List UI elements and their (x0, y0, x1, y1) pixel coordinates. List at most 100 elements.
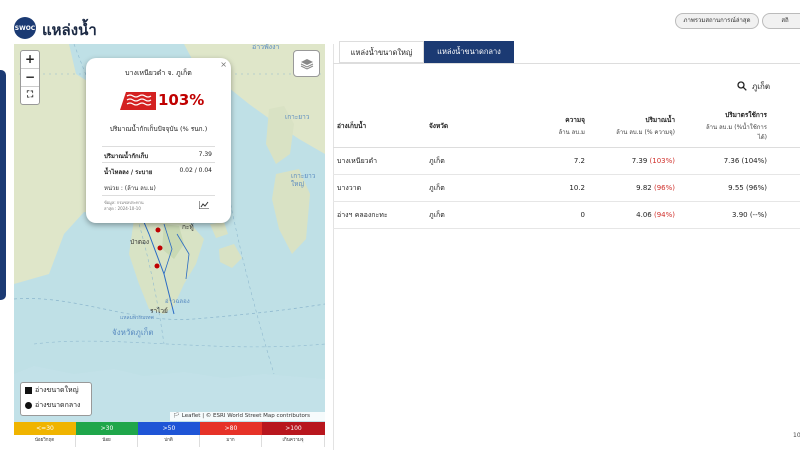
col-volume-label: ปริมาณน้ำ (645, 116, 675, 124)
scale-desc: ปกติ (138, 435, 200, 447)
tab-divider (333, 63, 800, 64)
table-row[interactable]: บางวาด ภูเก็ต 10.2 9.82 (96%) 9.55 (96%) (333, 174, 800, 202)
layers-icon (300, 58, 313, 70)
scale-color: <=30 (14, 422, 76, 435)
popup-row-label: ปริมาณน้ำกักเก็บ (104, 153, 149, 160)
cell-volume-pct: (94%) (653, 211, 675, 219)
cell-volume: 9.82 (96%) (589, 174, 679, 202)
map-label-chalong: อ่าวฉลอง (165, 298, 190, 305)
scale-item: >100 เกินความจุ (262, 422, 325, 447)
agency-logo: SWOC (14, 17, 36, 39)
zoom-out-button[interactable]: − (21, 69, 39, 87)
cell-more (771, 201, 800, 229)
popup-source: ข้อมูล: กรมชลประทาน ล่าสุด : 2024-10-10 (104, 200, 144, 212)
popup-source-line: ข้อมูล: กรมชลประทาน (104, 200, 144, 205)
page-title: แหล่งน้ำ (42, 21, 97, 39)
map-legend: อ่างขนาดใหญ่ อ่างขนาดกลาง (20, 382, 92, 416)
col-usable[interactable]: ปริมาตรใช้การ ล้าน ลบ.ม (%น้ำใช้การ ได้) (679, 105, 771, 148)
legend-medium: อ่างขนาดกลาง (21, 398, 91, 413)
search-input[interactable]: ภูเก็ต (752, 81, 771, 91)
cell-usable: 7.36 (104%) (679, 147, 771, 175)
table-header: อ่างเก็บน้ำ จังหวัด ความจุ ล้าน ลบ.ม ปริ… (333, 105, 800, 148)
cell-volume-pct: (103%) (649, 157, 675, 165)
zoom-control: + − ⛶ (20, 50, 40, 105)
scale-item: >50 ปกติ (138, 422, 200, 447)
popup-subtitle: ปริมาณน้ำกักเก็บปัจจุบัน (% รนก.) (109, 125, 208, 133)
reservoir-marker[interactable] (157, 245, 163, 251)
zoom-in-button[interactable]: + (21, 51, 39, 69)
reservoir-popup: × บางเหนียวดำ จ. ภูเก็ต 103% ปริมาณน้ำกั… (86, 58, 231, 223)
tab-large-reservoirs[interactable]: แหล่งน้ำขนาดใหญ่ (339, 41, 424, 63)
cell-name: บางวาด (333, 174, 425, 202)
scale-item: <=30 น้อยวิกฤต (14, 422, 76, 447)
popup-row-label: น้ำไหลลง / ระบาย (104, 169, 153, 176)
map-label-kho-yao-noi: เกาะยาว (285, 113, 310, 121)
map-attribution[interactable]: 🏳 Leaflet | © ESRI World Street Map cont… (170, 412, 325, 421)
map-label-phuket: จังหวัดภูเก็ต (112, 328, 154, 337)
cell-province: ภูเก็ต (425, 147, 505, 175)
header-bar: SWOC แหล่งน้ำ ภาพรวมสถานการณ์ล่าสุด สถิ (0, 0, 800, 44)
popup-row-value: 0.02 / 0.04 (179, 167, 212, 174)
scale-item: >80 มาก (200, 422, 262, 447)
cell-usable: 9.55 (96%) (679, 174, 771, 202)
col-reservoir[interactable]: อ่างเก็บน้ำ (333, 105, 425, 148)
cell-volume: 4.06 (94%) (589, 201, 679, 229)
map-label-rawai: ราไวย์ (150, 307, 168, 315)
search-field[interactable]: ภูเก็ต (737, 80, 770, 92)
table-row[interactable]: อ่างฯ คลองกะทะ ภูเก็ต 0 4.06 (94%) 3.90 … (333, 201, 800, 229)
fullscreen-button[interactable]: ⛶ (26, 90, 34, 100)
popup-divider (102, 162, 215, 163)
reservoir-marker[interactable] (155, 227, 161, 233)
scale-color: >80 (200, 422, 262, 435)
popup-divider (102, 195, 215, 196)
chart-icon[interactable] (198, 201, 209, 211)
cell-name: บางเหนียวดำ (333, 147, 425, 175)
statistics-button[interactable]: สถิ (762, 13, 800, 29)
cell-volume: 7.39 (103%) (589, 147, 679, 175)
cell-capacity: 7.2 (505, 147, 589, 175)
scale-color: >30 (76, 422, 138, 435)
col-capacity-label: ความจุ (565, 116, 585, 124)
cell-volume-value: 7.39 (631, 157, 648, 165)
col-more (771, 105, 800, 148)
page-number: 10 (793, 432, 800, 439)
scale-desc: มาก (200, 435, 262, 447)
side-drawer-handle[interactable] (0, 70, 6, 300)
col-volume[interactable]: ปริมาณน้ำ ล้าน ลบ.ม (% ความจุ) (589, 105, 679, 148)
scale-color: >50 (138, 422, 200, 435)
col-province[interactable]: จังหวัด (425, 105, 505, 148)
col-volume-unit: ล้าน ลบ.ม (% ความจุ) (616, 129, 675, 136)
popup-percent: 103% (158, 91, 205, 109)
popup-title: บางเหนียวดำ จ. ภูเก็ต (125, 69, 192, 77)
popup-close-icon[interactable]: × (220, 60, 227, 69)
scale-desc: เกินความจุ (262, 435, 325, 447)
col-capacity[interactable]: ความจุ ล้าน ลบ.ม (505, 105, 589, 148)
reservoir-table: อ่างเก็บน้ำ จังหวัด ความจุ ล้าน ลบ.ม ปริ… (333, 105, 800, 229)
cell-province: ภูเก็ต (425, 201, 505, 229)
popup-updated-line: ล่าสุด : 2024-10-10 (104, 206, 141, 211)
cell-usable: 3.90 (--%) (679, 201, 771, 229)
legend-large: อ่างขนาดใหญ่ (21, 383, 91, 398)
scale-desc: น้อยวิกฤต (14, 435, 76, 447)
search-icon (737, 81, 747, 91)
cell-more (771, 174, 800, 202)
reservoir-marker[interactable] (154, 263, 160, 269)
table-row[interactable]: บางเหนียวดำ ภูเก็ต 7.2 7.39 (103%) 7.36 … (333, 147, 800, 175)
cell-capacity: 10.2 (505, 174, 589, 202)
map-label-kathu: กะทู้ (182, 223, 194, 231)
legend-large-label: อ่างขนาดใหญ่ (35, 386, 79, 394)
scale-desc: น้อย (76, 435, 138, 447)
map-label-cape: แหลมพรหมเทพ (120, 315, 154, 321)
tab-medium-reservoirs[interactable]: แหล่งน้ำขนาดกลาง (424, 41, 514, 63)
layers-button[interactable] (293, 50, 320, 77)
cell-volume-value: 4.06 (636, 211, 652, 219)
cell-capacity: 0 (505, 201, 589, 229)
water-level-icon (120, 92, 156, 110)
circle-icon (25, 402, 32, 409)
scale-color: >100 (262, 422, 325, 435)
col-usable-label: ปริมาตรใช้การ (725, 111, 767, 119)
cell-province: ภูเก็ต (425, 174, 505, 202)
col-usable-unit-2: ได้) (757, 134, 767, 141)
overview-button[interactable]: ภาพรวมสถานการณ์ล่าสุด (675, 13, 759, 29)
map-label-patong: ป่าตอง (130, 238, 150, 246)
